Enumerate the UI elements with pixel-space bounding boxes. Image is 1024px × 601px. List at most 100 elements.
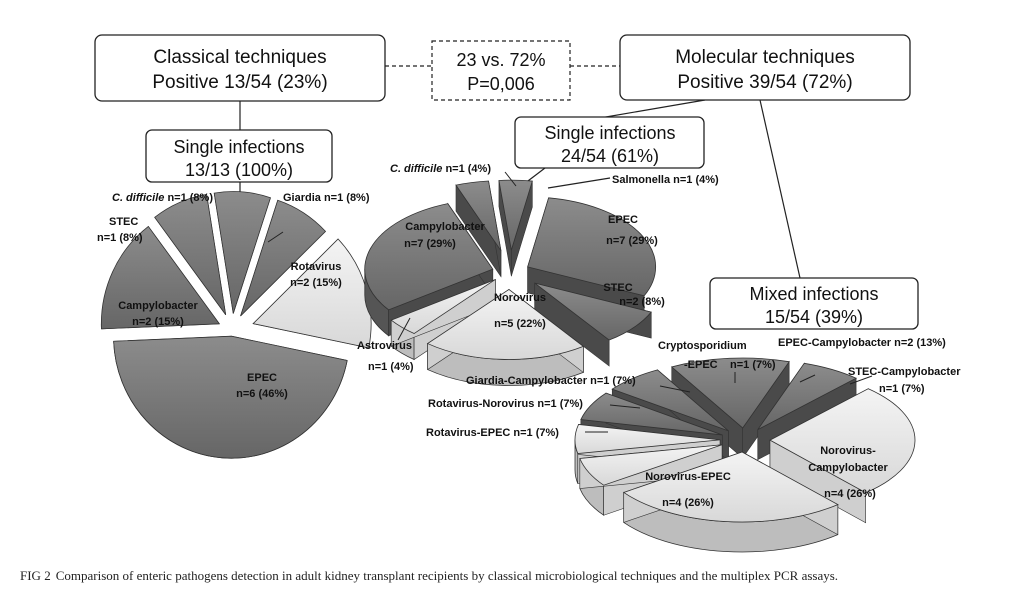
box-molecular-single-line1: Single infections [544, 123, 675, 143]
p2-salmonella: Salmonella n=1 (4%) [612, 174, 719, 186]
p1-cdiff-name: C. difficile [112, 192, 164, 204]
box-comparison-line2: P=0,006 [467, 74, 535, 94]
p2-epec-name: EPEC [608, 214, 638, 226]
slice-norovirus-epec [622, 451, 839, 553]
p3-crypto-1: Cryptosporidium [658, 340, 747, 352]
slice-stec [154, 193, 227, 316]
p1-epec-n: n=6 (46%) [236, 388, 288, 400]
slice-stec [534, 282, 652, 367]
slice-top-stec [534, 282, 652, 341]
connector-single2-salmonella [547, 177, 611, 189]
labels-pie-molecular-single: C. difficile n=1 (4%) Salmonella n=1 (4%… [357, 163, 719, 373]
slice-top-salmonella [498, 179, 533, 251]
p2-cdiff-name: C. difficile [390, 163, 442, 175]
p2-astro-name: Astrovirus [357, 340, 412, 352]
labels-pie-mixed: Cryptosporidium -EPEC n=1 (7%) EPEC-Camp… [426, 337, 961, 509]
box-molecular-single-line2: 24/54 (61%) [561, 146, 659, 166]
slice-c-difficile [213, 191, 271, 314]
p2-stec-name: STEC [603, 282, 632, 294]
p1-campy-n: n=2 (15%) [132, 316, 184, 328]
labels-pie-classical: EPEC n=6 (46%) Campylobacter n=2 (15%) S… [97, 192, 370, 400]
p1-giardia: Giardia n=1 (8%) [283, 192, 370, 204]
box-classical-single-line1: Single infections [173, 137, 304, 157]
slice-salmonella [498, 179, 533, 277]
p1-rota-n: n=2 (15%) [290, 277, 342, 289]
caption-label: FIG 2 [20, 568, 51, 583]
p1-cdiff-n: n=1 (8%) [167, 192, 213, 204]
slice-top-campylobacter [364, 203, 494, 311]
p1-rota-name: Rotavirus [291, 261, 342, 273]
caption-text: Comparison of enteric pathogens detectio… [55, 568, 839, 583]
p3-crypto-n: n=1 (7%) [730, 359, 776, 371]
p3-noro-epec-n: n=4 (26%) [662, 497, 714, 509]
leader-p3-epec-campy [799, 374, 816, 383]
leader-p3-giardia-campy [659, 385, 691, 393]
p2-noro-name: Norovirus [494, 292, 546, 304]
p3-giardia-campy: Giardia-Campylobacter n=1 (7%) [466, 375, 636, 387]
slice-top-stec [154, 193, 227, 316]
leader-lines [267, 171, 873, 433]
connector-molecular-mixed [759, 99, 801, 279]
slice-top-campylobacter [101, 225, 221, 330]
p3-stec-campy-1: STEC-Campylobacter [848, 366, 961, 378]
p2-cdiff-n: n=1 (4%) [445, 163, 491, 175]
slice-top-giardia-campylobacter [580, 392, 723, 436]
slice-norovirus-campylobacter [769, 388, 916, 524]
box-mixed: Mixed infections 15/54 (39%) [709, 277, 919, 330]
p3-noro-campy-n: n=4 (26%) [824, 488, 876, 500]
box-classical-line1: Classical techniques [153, 47, 326, 68]
box-mixed-line1: Mixed infections [749, 284, 878, 304]
box-molecular-line2: Positive 39/54 (72%) [677, 72, 852, 93]
p1-cdiff: C. difficile n=1 (8%) [112, 192, 213, 204]
slice-norovirus [426, 288, 585, 386]
p1-stec-name: STEC [109, 216, 138, 228]
box-molecular-single: Single infections 24/54 (61%) [514, 116, 705, 169]
slice-top-giardia [240, 199, 327, 317]
p3-noro-epec-name: Norovirus-EPEC [645, 471, 731, 483]
pie-classical-single [100, 191, 372, 459]
slice-top-norovirus [426, 288, 585, 360]
p3-stec-campy-n: n=1 (7%) [879, 383, 925, 395]
p3-noro-campy-1: Norovirus- [820, 445, 876, 457]
p1-epec-name: EPEC [247, 372, 277, 384]
slice-top-cryptosporidium-epec [611, 369, 729, 432]
p1-campy-name: Campylobacter [118, 300, 198, 312]
p2-stec-n: n=2 (8%) [619, 296, 665, 308]
slice-top-rotavirus-norovirus [574, 424, 721, 454]
slice-top-epec [527, 197, 657, 297]
pie-molecular-single [364, 179, 657, 386]
figure: Classical techniques Positive 13/54 (23%… [94, 34, 961, 553]
slice-top-astrovirus [390, 279, 496, 334]
box-molecular: Molecular techniques Positive 39/54 (72%… [619, 34, 911, 101]
box-comparison-line1: 23 vs. 72% [456, 50, 545, 70]
box-classical-single: Single infections 13/13 (100%) [145, 129, 333, 183]
box-molecular-line1: Molecular techniques [675, 47, 855, 68]
slice-campylobacter [100, 225, 221, 330]
p3-rota-epec: Rotavirus-EPEC n=1 (7%) [426, 427, 559, 439]
p2-astro-n: n=1 (4%) [368, 361, 414, 373]
slice-giardia [240, 199, 327, 317]
box-classical-single-line2: 13/13 (100%) [185, 160, 293, 180]
p2-noro-n: n=5 (22%) [494, 318, 546, 330]
slice-top-c-difficile [213, 191, 271, 314]
p2-cdiff: C. difficile n=1 (4%) [390, 163, 491, 175]
box-mixed-line2: 15/54 (39%) [765, 307, 863, 327]
leader-p2-astro [397, 317, 411, 341]
leader-p3-rota-noro [609, 404, 641, 409]
p2-campy-name: Campylobacter [405, 221, 485, 233]
p3-crypto-2: -EPEC [684, 359, 718, 371]
box-classical-line2: Positive 13/54 (23%) [152, 72, 327, 93]
slice-top-norovirus-epec [622, 451, 839, 523]
slice-c-difficile [455, 180, 502, 278]
figure-caption: FIG 2 Comparison of enteric pathogens det… [20, 568, 1010, 584]
p2-epec-n: n=7 (29%) [606, 235, 658, 247]
slice-top-epec [113, 335, 348, 459]
box-comparison: 23 vs. 72% P=0,006 [431, 40, 571, 101]
slice-top-c-difficile [455, 180, 502, 251]
leader-p2-cdiff [504, 171, 517, 187]
box-classical: Classical techniques Positive 13/54 (23%… [94, 34, 386, 102]
slice-top-stec-campylobacter [757, 362, 858, 430]
connector-molecular-single [599, 99, 706, 119]
p2-campy-n: n=7 (29%) [404, 238, 456, 250]
p3-epec-campy: EPEC-Campylobacter n=2 (13%) [778, 337, 946, 349]
